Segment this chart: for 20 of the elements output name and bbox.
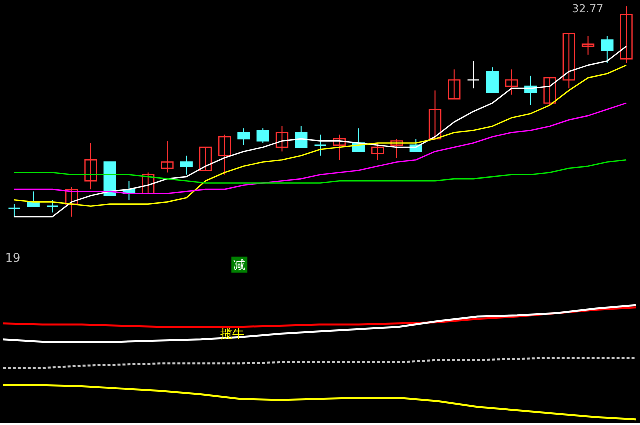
candlestick (84, 142, 98, 190)
candlestick (256, 128, 270, 144)
candlestick (448, 69, 461, 100)
candlestick (467, 60, 480, 90)
candlestick (238, 128, 250, 146)
candlestick (505, 69, 518, 96)
candlestick (46, 200, 60, 214)
annotation: 32.77 (572, 2, 604, 16)
candlestick (314, 134, 327, 156)
candlestick (180, 155, 193, 176)
candlestick (218, 134, 232, 176)
candlestick (199, 146, 212, 172)
text: 减 (234, 258, 246, 272)
candlestick (486, 67, 499, 94)
candlestick (601, 35, 614, 64)
candlestick (620, 6, 633, 64)
candlestick (161, 140, 174, 174)
candlestick (372, 142, 384, 161)
candlestick (8, 204, 21, 218)
text: 19 (5, 250, 21, 265)
